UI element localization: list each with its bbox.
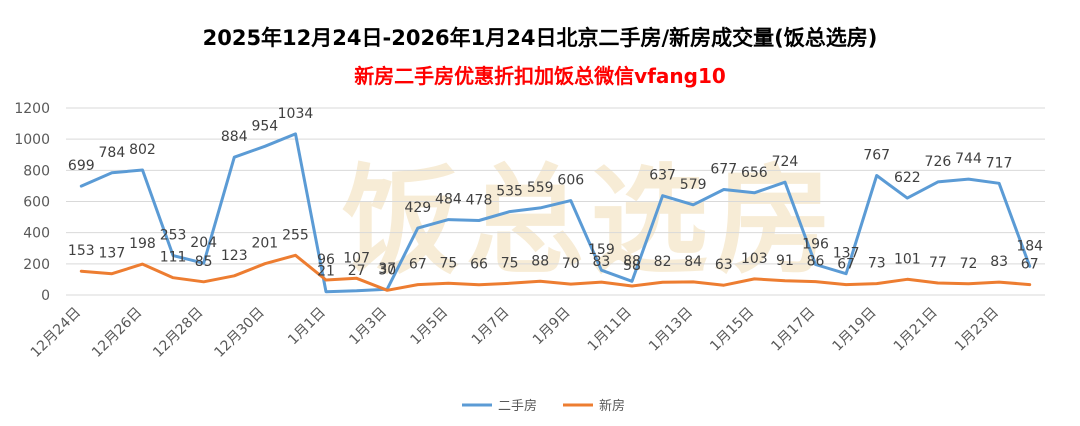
data-label-new-home: 153 [68, 243, 95, 259]
data-label-second-hand: 159 [588, 242, 615, 258]
data-label-new-home: 67 [409, 257, 427, 273]
y-tick-label: 200 [23, 257, 50, 273]
watermark-logo: 饭总选房 [342, 152, 838, 290]
data-label-second-hand: 579 [680, 177, 707, 193]
x-tick-label: 1月9日 [530, 305, 574, 349]
data-label-second-hand: 744 [955, 151, 982, 167]
data-label-new-home: 198 [129, 236, 156, 252]
data-label-second-hand: 637 [649, 168, 676, 184]
data-label-second-hand: 478 [466, 193, 493, 209]
data-label-new-home: 83 [990, 254, 1008, 270]
data-label-second-hand: 88 [623, 253, 641, 269]
x-tick-label: 12月28日 [150, 305, 206, 361]
y-tick-label: 600 [23, 195, 50, 211]
data-label-new-home: 70 [562, 256, 580, 272]
data-label-new-home: 83 [592, 254, 610, 270]
data-label-new-home: 58 [623, 258, 641, 274]
data-label-second-hand: 699 [68, 158, 95, 174]
x-tick-label: 1月7日 [469, 305, 513, 349]
series-line-new-home [79, 253, 1032, 292]
data-label-second-hand: 27 [348, 263, 366, 279]
data-label-second-hand: 253 [160, 228, 187, 244]
data-label-new-home: 73 [868, 256, 886, 272]
data-label-second-hand: 535 [496, 184, 523, 200]
data-label-second-hand: 656 [741, 165, 768, 181]
data-label-new-home: 72 [960, 256, 978, 272]
data-label-new-home: 201 [251, 236, 278, 252]
data-label-second-hand: 884 [221, 129, 248, 145]
data-label-new-home: 123 [221, 248, 248, 264]
y-tick-label: 1000 [14, 132, 50, 148]
data-label-second-hand: 429 [404, 200, 431, 216]
data-label-second-hand: 767 [863, 147, 890, 163]
data-label-second-hand: 622 [894, 170, 921, 186]
data-label-new-home: 91 [776, 253, 794, 269]
x-tick-label: 1月15日 [707, 305, 757, 355]
x-tick-label: 1月3日 [346, 305, 390, 349]
x-tick-label: 1月1日 [285, 305, 329, 349]
x-tick-label: 1月17日 [768, 305, 818, 355]
data-label-new-home: 63 [715, 257, 733, 273]
legend-label-second-hand: 二手房 [498, 398, 537, 414]
data-label-second-hand: 21 [317, 264, 335, 280]
data-label-second-hand: 1034 [278, 106, 314, 122]
x-tick-label: 1月11日 [585, 305, 635, 355]
data-label-second-hand: 677 [710, 162, 737, 178]
x-tick-label: 1月5日 [408, 305, 452, 349]
data-label-new-home: 66 [470, 257, 488, 273]
data-label-new-home: 88 [531, 253, 549, 269]
x-tick-label: 1月23日 [952, 305, 1002, 355]
data-label-new-home: 75 [501, 255, 519, 271]
y-tick-label: 1200 [14, 101, 50, 117]
data-label-new-home: 107 [343, 250, 370, 266]
data-label-second-hand: 184 [1016, 238, 1043, 254]
x-tick-label: 1月19日 [830, 305, 880, 355]
data-label-second-hand: 484 [435, 192, 462, 208]
data-label-second-hand: 559 [527, 180, 554, 196]
chart-subtitle: 新房二手房优惠折扣加饭总微信vfang10 [354, 64, 726, 88]
data-label-new-home: 96 [317, 252, 335, 268]
data-label-new-home: 101 [894, 251, 921, 267]
data-label-new-home: 77 [929, 255, 947, 271]
data-label-second-hand: 784 [99, 145, 126, 161]
data-label-second-hand: 137 [833, 246, 860, 262]
series-line-second-hand [79, 132, 1032, 294]
data-label-new-home: 86 [807, 254, 825, 270]
data-label-new-home: 85 [195, 254, 213, 270]
data-label-second-hand: 724 [772, 154, 799, 170]
data-label-new-home: 111 [160, 250, 187, 266]
data-label-new-home: 75 [440, 255, 458, 271]
data-label-new-home: 137 [99, 246, 126, 262]
x-tick-label: 12月30日 [211, 305, 267, 361]
y-tick-label: 0 [41, 288, 50, 304]
x-tick-label: 12月26日 [89, 305, 145, 361]
data-label-new-home: 67 [837, 257, 855, 273]
y-tick-label: 800 [23, 163, 50, 179]
data-label-new-home: 255 [282, 227, 309, 243]
data-label-new-home: 84 [684, 254, 702, 270]
chart-title: 2025年12月24日-2026年1月24日北京二手房/新房成交量(饭总选房) [202, 26, 878, 50]
data-label-second-hand: 37 [378, 261, 396, 277]
data-label-new-home: 82 [654, 254, 672, 270]
data-label-new-home: 67 [1021, 257, 1039, 273]
y-tick-label: 400 [23, 226, 50, 242]
x-tick-label: 1月21日 [891, 305, 941, 355]
x-tick-label: 1月13日 [646, 305, 696, 355]
data-label-second-hand: 196 [802, 236, 829, 252]
data-label-second-hand: 954 [251, 118, 278, 134]
legend-label-new-home: 新房 [599, 398, 625, 414]
data-label-second-hand: 802 [129, 142, 156, 158]
data-label-second-hand: 606 [557, 173, 584, 189]
data-label-second-hand: 726 [925, 154, 952, 170]
x-tick-label: 12月24日 [28, 305, 84, 361]
data-label-new-home: 103 [741, 251, 768, 267]
data-label-second-hand: 204 [190, 235, 217, 251]
data-label-new-home: 30 [378, 262, 396, 278]
data-label-second-hand: 717 [986, 155, 1013, 171]
